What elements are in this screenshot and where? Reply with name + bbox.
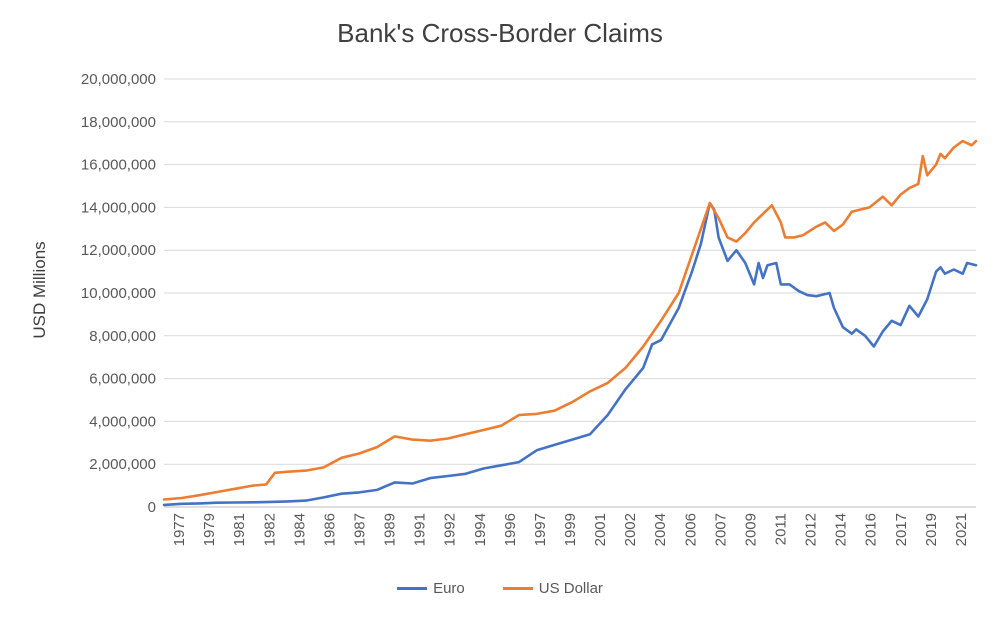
x-tick-label: 1986	[321, 513, 338, 546]
series-line-us-dollar	[162, 139, 978, 501]
y-tick-label: 4,000,000	[89, 413, 156, 430]
x-tick-label: 2017	[893, 513, 910, 546]
legend-item-us-dollar[interactable]: US Dollar	[502, 580, 603, 597]
x-tick-label: 2012	[803, 513, 820, 546]
y-tick-label: 0	[148, 499, 156, 516]
y-tick-label: 14,000,000	[81, 199, 156, 216]
y-tick-label: 16,000,000	[81, 157, 156, 174]
x-tick-label: 1987	[351, 513, 368, 546]
legend-label-euro: Euro	[433, 580, 465, 597]
x-tick-labels: 1977 1979 1981 1982 1984 1986 1987 1989 1991 1992…	[171, 513, 970, 546]
legend-swatch-euro	[397, 587, 428, 590]
x-tick-label: 1992	[442, 513, 459, 546]
legend-swatch-us-dollar	[502, 587, 533, 590]
x-tick-label: 1984	[291, 513, 308, 546]
series-line-euro	[162, 201, 978, 507]
gridlines	[164, 78, 976, 508]
chart-title: Bank's Cross-Border Claims	[337, 18, 663, 48]
x-tick-label: 2004	[652, 513, 669, 546]
y-tick-labels: 0 2,000,000 4,000,000 6,000,000 8,000,000 10,…	[81, 71, 156, 516]
x-tick-label: 1981	[231, 513, 248, 546]
y-tick-label: 2,000,000	[89, 456, 156, 473]
y-tick-label: 18,000,000	[81, 114, 156, 131]
y-tick-label: 20,000,000	[81, 71, 156, 88]
x-tick-label: 2014	[833, 513, 850, 546]
x-tick-label: 1997	[532, 513, 549, 546]
legend-label-us-dollar: US Dollar	[538, 580, 603, 597]
x-tick-label: 2007	[712, 513, 729, 546]
y-tick-label: 12,000,000	[81, 242, 156, 259]
legend-item-euro[interactable]: Euro	[397, 580, 465, 597]
x-tick-label: 1991	[412, 513, 429, 546]
y-tick-label: 8,000,000	[89, 328, 156, 345]
x-tick-label: 1994	[472, 513, 489, 546]
x-tick-label: 2009	[742, 513, 759, 546]
x-tick-label: 1996	[502, 513, 519, 546]
x-tick-label: 2001	[592, 513, 609, 546]
y-tick-label: 6,000,000	[89, 371, 156, 388]
x-tick-label: 2021	[953, 513, 970, 546]
y-tick-label: 10,000,000	[81, 285, 156, 302]
x-tick-label: 2016	[863, 513, 880, 546]
x-tick-label: 1999	[562, 513, 579, 546]
x-tick-label: 1989	[382, 513, 399, 546]
x-tick-label: 2006	[682, 513, 699, 546]
legend: Euro US Dollar	[0, 580, 1000, 597]
series-lines	[162, 139, 978, 507]
x-tick-label: 2002	[622, 513, 639, 546]
x-tick-label: 1979	[201, 513, 218, 546]
x-tick-label: 1982	[261, 513, 278, 546]
x-tick-label: 2011	[773, 513, 790, 545]
x-tick-label: 1977	[171, 513, 188, 546]
x-tick-label: 2019	[923, 513, 940, 546]
